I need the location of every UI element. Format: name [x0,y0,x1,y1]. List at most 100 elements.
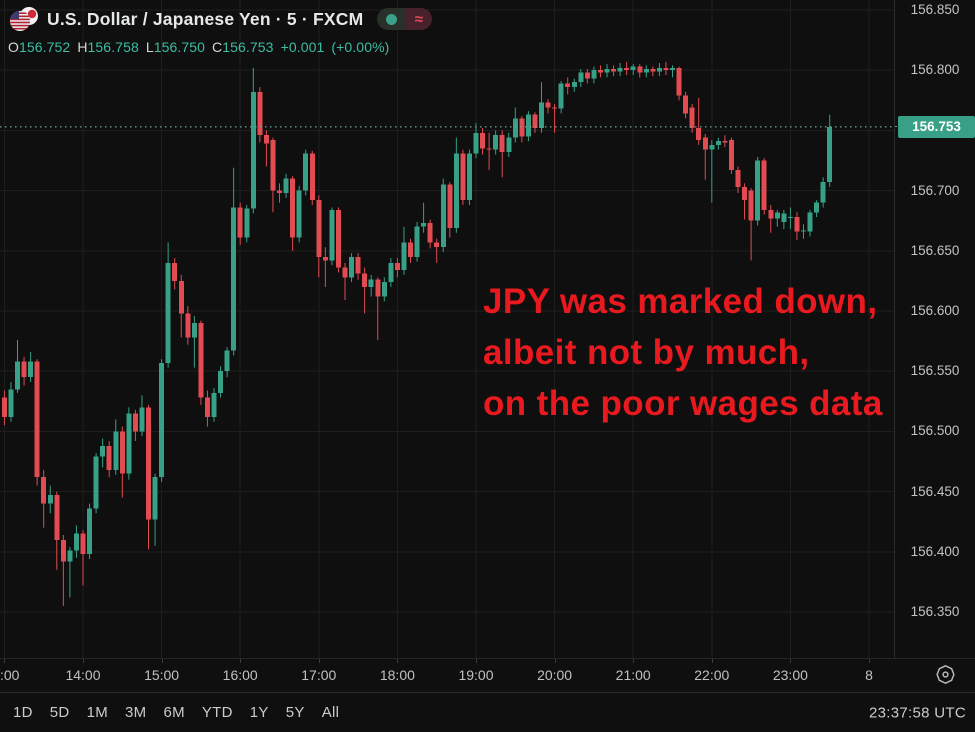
range-button-ytd[interactable]: YTD [201,704,233,721]
candle-21:35 [676,66,682,101]
candle-17:30 [355,253,361,280]
candle-17:10 [329,207,335,266]
candle-13:05 [8,382,14,422]
market-status-toggle[interactable]: ≈ [377,8,433,30]
candle-18:35 [440,178,446,253]
candle-23:25 [820,177,826,208]
candle-16:40 [290,176,296,251]
candle-19:00 [473,123,479,159]
range-button-1y[interactable]: 1Y [249,704,269,721]
candle-22:20 [735,166,741,194]
price-axis[interactable]: 156.753 156.850 156.800 156.700 156.650 156.… [894,0,975,658]
candlestick-chart[interactable]: U.S. Dollar / Japanese Yen · 5 · FXCM ≈ … [0,0,894,658]
low-value: 156.750 [153,39,206,55]
range-selector: 1D 5D 1M 3M 6M YTD 1Y 5Y All [13,704,356,721]
candle-14:00 [80,530,86,586]
candle-17:25 [349,253,355,283]
candle-14:15 [100,438,106,468]
candle-23:20 [814,200,820,218]
candle-17:55 [388,258,394,287]
candle-16:45 [296,185,302,243]
candle-17:15 [335,207,341,273]
utc-clock[interactable]: 23:37:58 UTC [869,704,966,721]
range-button-all[interactable]: All [321,704,340,721]
settings-icon[interactable] [935,664,956,690]
change-value: +0.001 [280,39,325,55]
candle-20:00 [552,103,558,133]
candle-15:25 [191,315,197,368]
candle-23:30 [827,114,833,187]
candle-23:15 [807,209,813,237]
time-axis-tick [83,659,84,663]
time-axis-tick [869,659,870,663]
candle-21:00 [630,64,636,76]
chart-canvas[interactable] [0,0,894,658]
candle-13:00 [1,390,7,426]
candle-17:40 [368,274,374,297]
candle-14:30 [119,426,125,498]
price-axis-label: 156.650 [910,242,960,258]
candle-16:25 [270,137,276,213]
open-value: 156.752 [19,39,71,55]
bottom-toolbar: 1D 5D 1M 3M 6M YTD 1Y 5Y All 23:37:58 UTC [0,692,975,732]
range-button-5y[interactable]: 5Y [285,704,305,721]
candle-18:40 [447,182,453,238]
range-button-1d[interactable]: 1D [13,704,33,721]
range-button-1m[interactable]: 1M [86,704,108,721]
time-axis-label: 16:00 [222,667,258,683]
high-value: 156.758 [87,39,139,55]
candle-21:30 [670,65,675,78]
time-axis-tick [790,659,792,663]
candle-13:35 [47,485,53,514]
candle-21:50 [696,97,702,145]
time-axis-label: 18:00 [379,667,415,683]
time-axis-tick [633,659,635,663]
price-axis-label: 156.400 [910,543,960,559]
candle-22:25 [742,183,748,220]
range-button-5d[interactable]: 5D [49,704,70,721]
candle-21:25 [663,61,669,76]
candle-19:10 [486,132,492,171]
candle-19:40 [525,111,531,142]
candle-15:20 [185,306,191,345]
candle-17:05 [322,247,328,287]
candle-17:45 [375,277,381,340]
candle-22:50 [774,209,780,227]
candle-17:00 [316,195,322,278]
candle-15:50 [224,347,230,378]
candle-14:50 [146,404,151,550]
candle-16:15 [257,87,263,143]
candle-13:25 [34,359,40,486]
candle-13:55 [73,525,79,558]
candle-22:35 [755,156,761,226]
annotation-line-3: on the poor wages data [483,384,883,423]
candle-18:10 [408,238,413,263]
approx-wave-icon: ≈ [405,8,433,30]
candle-23:10 [801,224,806,239]
annotation-line-1: JPY was marked down, [483,282,878,321]
candle-15:40 [211,388,217,422]
time-axis-tick [397,659,399,663]
candle-18:55 [466,149,472,206]
price-axis-label: 156.850 [910,2,960,17]
candle-21:10 [643,65,649,78]
candle-16:00 [237,202,243,245]
range-button-6m[interactable]: 6M [163,704,185,721]
candle-20:25 [584,68,590,84]
candle-22:10 [722,135,728,148]
candle-19:25 [506,132,512,157]
candle-20:40 [604,64,610,78]
range-button-3m[interactable]: 3M [125,704,147,721]
price-axis-label: 156.450 [910,483,960,499]
candle-13:45 [60,534,66,606]
candle-19:50 [539,82,544,133]
candle-19:15 [493,130,499,155]
candle-23:00 [787,207,793,230]
symbol-title: U.S. Dollar / Japanese Yen · 5 · FXCM [47,8,364,29]
time-axis-label: 17:00 [301,667,337,683]
candle-15:55 [231,167,237,356]
status-dot-icon [385,13,397,25]
change-percent: (+0.00%) [331,39,390,55]
time-axis[interactable]: :00 14:00 15:00 16:00 17:00 18:00 19:00 20:00 21… [0,658,975,692]
candle-13:10 [15,339,20,393]
